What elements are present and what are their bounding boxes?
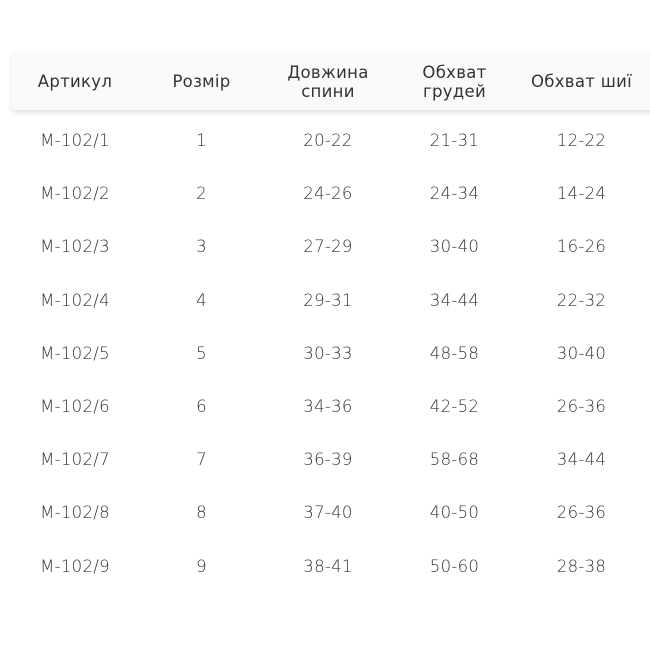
table-cell: 21-31 [429, 131, 480, 151]
table-cell: 42-52 [429, 397, 480, 417]
table-cell: М-102/7 [40, 450, 110, 470]
header-article-label: Артикул [37, 72, 113, 91]
table-cell: 5 [196, 343, 207, 363]
table-header: Артикул Розмір Довжина спини Обхват грудей… [12, 53, 650, 110]
header-back-length-line1: Довжина [287, 62, 369, 82]
table-row: М-102/7 7 36-39 58-68 34-44 [12, 433, 650, 486]
header-back-length-line2: спини [301, 81, 355, 101]
header-article: Артикул [12, 72, 138, 91]
table-row: М-102/6 6 34-36 42-52 26-36 [12, 380, 650, 433]
table-cell: 26-36 [556, 503, 607, 523]
table-cell: 30-40 [556, 343, 607, 363]
table-cell: 7 [196, 450, 207, 470]
header-neck: Обхват шиї [518, 72, 645, 91]
table-cell: 9 [196, 556, 207, 576]
table-cell: 50-60 [429, 556, 480, 576]
table-cell: М-102/1 [40, 131, 110, 151]
header-back-length: Довжина спини [265, 63, 391, 101]
table-cell: 2 [196, 184, 207, 204]
table-cell: 36-39 [303, 450, 353, 470]
table-cell: 30-33 [303, 343, 353, 363]
table-cell: М-102/3 [40, 237, 110, 257]
header-neck-label: Обхват шиї [530, 72, 633, 91]
header-size: Розмір [138, 72, 265, 91]
table-cell: 26-36 [556, 397, 607, 417]
table-cell: 38-41 [303, 556, 353, 576]
table-cell: 22-32 [556, 290, 607, 310]
table-cell: 28-38 [556, 556, 607, 576]
table-row: М-102/4 4 29-31 34-44 22-32 [12, 274, 650, 327]
table-cell: М-102/9 [40, 556, 110, 576]
table-cell: М-102/5 [40, 343, 110, 363]
table-cell: М-102/6 [40, 397, 110, 417]
table-cell: 34-44 [429, 290, 480, 310]
table-cell: 16-26 [556, 237, 607, 257]
table-cell: 8 [196, 503, 207, 523]
table-cell: 48-58 [429, 343, 480, 363]
table-cell: 3 [196, 237, 207, 257]
table-cell: М-102/4 [40, 290, 110, 310]
header-size-label: Розмір [172, 72, 231, 91]
table-cell: 24-26 [303, 184, 353, 204]
table-cell: М-102/8 [40, 503, 110, 523]
table-row: М-102/2 2 24-26 24-34 14-24 [12, 167, 650, 220]
table-row: М-102/5 5 30-33 48-58 30-40 [12, 327, 650, 380]
table-row: М-102/8 8 37-40 40-50 26-36 [12, 486, 650, 539]
table-cell: 37-40 [303, 503, 353, 523]
table-cell: 40-50 [429, 503, 480, 523]
table-cell: 4 [196, 290, 207, 310]
table-cell: 29-31 [303, 290, 353, 310]
header-chest: Обхват грудей [391, 63, 518, 101]
header-chest-line2: грудей [423, 81, 486, 101]
table-row: М-102/3 3 27-29 30-40 16-26 [12, 220, 650, 273]
table-cell: 30-40 [429, 237, 480, 257]
table-cell: 6 [196, 397, 207, 417]
table-cell: 34-44 [556, 450, 607, 470]
table-row: М-102/1 1 20-22 21-31 12-22 [12, 114, 650, 167]
table-cell: 14-24 [556, 184, 607, 204]
table-cell: 12-22 [556, 131, 607, 151]
size-table: Артикул Розмір Довжина спини Обхват грудей… [12, 53, 650, 593]
table-cell: 1 [196, 131, 207, 151]
table-cell: М-102/2 [40, 184, 110, 204]
table-row: М-102/9 9 38-41 50-60 28-38 [12, 540, 650, 593]
table-cell: 58-68 [429, 450, 480, 470]
table-cell: 24-34 [429, 184, 480, 204]
table-cell: 20-22 [303, 131, 353, 151]
table-cell: 27-29 [303, 237, 353, 257]
table-body: М-102/1 1 20-22 21-31 12-22 М-102/2 2 24-26 24-3… [12, 114, 650, 593]
header-chest-line1: Обхват [422, 62, 487, 82]
table-cell: 34-36 [303, 397, 353, 417]
